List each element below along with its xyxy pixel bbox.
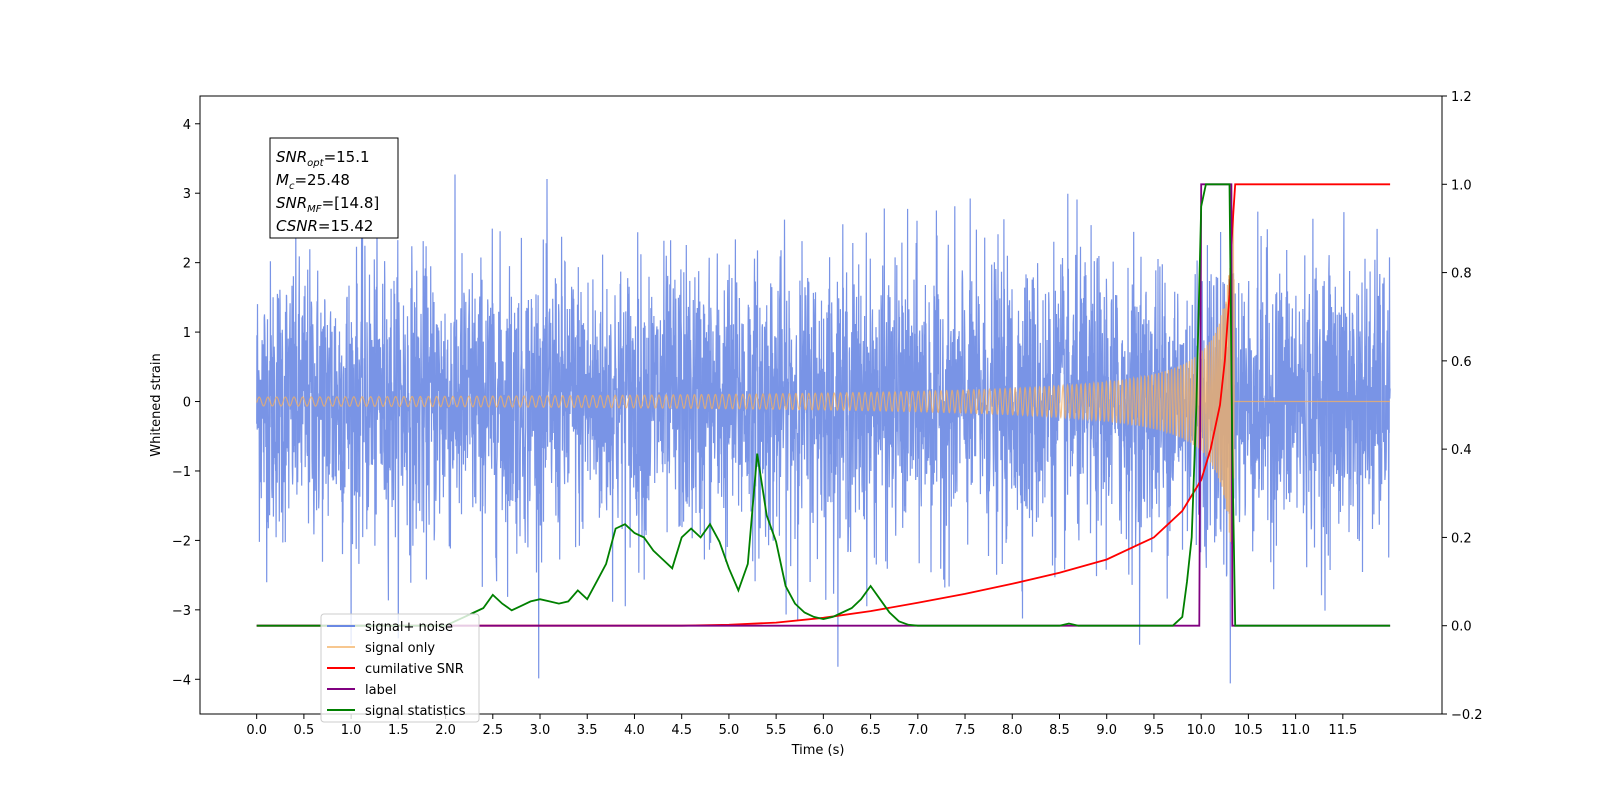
annotation-line: CSNR=15.42 bbox=[276, 217, 373, 235]
x-tick-label: 11.0 bbox=[1281, 723, 1310, 738]
x-tick-label: 6.0 bbox=[813, 723, 834, 738]
x-axis-label: Time (s) bbox=[791, 743, 845, 758]
x-tick-label: 8.5 bbox=[1049, 723, 1070, 738]
x-tick-label: 7.0 bbox=[907, 723, 928, 738]
signal-statistics-line bbox=[256, 183, 1391, 627]
legend-frame bbox=[320, 613, 480, 723]
y-tick-label: −3 bbox=[172, 604, 191, 619]
y2-tick-label: 1.2 bbox=[1451, 90, 1472, 105]
x-tick-label: 3.0 bbox=[530, 723, 551, 738]
x-tick-label: 0.5 bbox=[294, 723, 315, 738]
x-tick-label: 4.0 bbox=[624, 723, 645, 738]
cumilative-snr-line bbox=[256, 183, 1391, 627]
y-tick-label: −2 bbox=[172, 534, 191, 549]
y2-tick-label: 0.4 bbox=[1451, 443, 1472, 458]
x-tick-label: 4.5 bbox=[671, 723, 692, 738]
y-tick-label: 3 bbox=[183, 187, 191, 202]
y2-tick-label: −0.2 bbox=[1451, 708, 1483, 723]
y2-tick-label: 0.2 bbox=[1451, 531, 1472, 546]
x-tick-label: 1.5 bbox=[388, 723, 409, 738]
plot-frame bbox=[199, 95, 1443, 715]
x-tick-label: 6.5 bbox=[860, 723, 881, 738]
annotation-line: SNRMF=[14.8] bbox=[276, 194, 379, 215]
signal-only-line bbox=[256, 211, 1391, 546]
y-tick-label: 1 bbox=[183, 326, 191, 341]
annotation-line: Mc=25.48 bbox=[276, 171, 350, 192]
x-tick-label: 7.5 bbox=[955, 723, 976, 738]
x-tick-label: 11.5 bbox=[1328, 723, 1357, 738]
y-tick-label: 0 bbox=[183, 396, 191, 411]
legend-label: signal only bbox=[365, 641, 435, 656]
x-tick-label: 9.0 bbox=[1096, 723, 1117, 738]
x-tick-label: 5.5 bbox=[766, 723, 787, 738]
y2-tick-label: 0.8 bbox=[1451, 267, 1472, 282]
y-axis-label: Whitened strain bbox=[149, 353, 164, 456]
legend-label: label bbox=[365, 683, 396, 698]
annotation-frame bbox=[269, 137, 399, 239]
legend-label: signal+ noise bbox=[365, 620, 453, 635]
x-tick-label: 2.5 bbox=[482, 723, 503, 738]
y2-tick-label: 0.0 bbox=[1451, 620, 1472, 635]
y-tick-label: 2 bbox=[183, 257, 191, 272]
y2-tick-label: 0.6 bbox=[1451, 355, 1472, 370]
x-tick-label: 2.0 bbox=[435, 723, 456, 738]
x-tick-label: 10.0 bbox=[1187, 723, 1216, 738]
y-tick-label: 4 bbox=[183, 118, 191, 133]
x-tick-label: 8.0 bbox=[1002, 723, 1023, 738]
legend-label: signal statistics bbox=[365, 704, 466, 719]
legend-label: cumilative SNR bbox=[365, 662, 464, 677]
x-tick-label: 3.5 bbox=[577, 723, 598, 738]
y-tick-label: −4 bbox=[172, 673, 191, 688]
legend: signal+ noise signal only cumilative SNR la… bbox=[320, 613, 480, 723]
x-tick-label: 10.5 bbox=[1234, 723, 1263, 738]
y2-tick-label: 1.0 bbox=[1451, 178, 1472, 193]
y-tick-label: −1 bbox=[172, 465, 191, 480]
annotation-line: SNRopt=15.1 bbox=[276, 148, 370, 169]
x-tick-label: 1.0 bbox=[341, 723, 362, 738]
x-tick-label: 9.5 bbox=[1144, 723, 1165, 738]
x-tick-label: 0.0 bbox=[246, 723, 267, 738]
x-tick-label: 5.0 bbox=[719, 723, 740, 738]
